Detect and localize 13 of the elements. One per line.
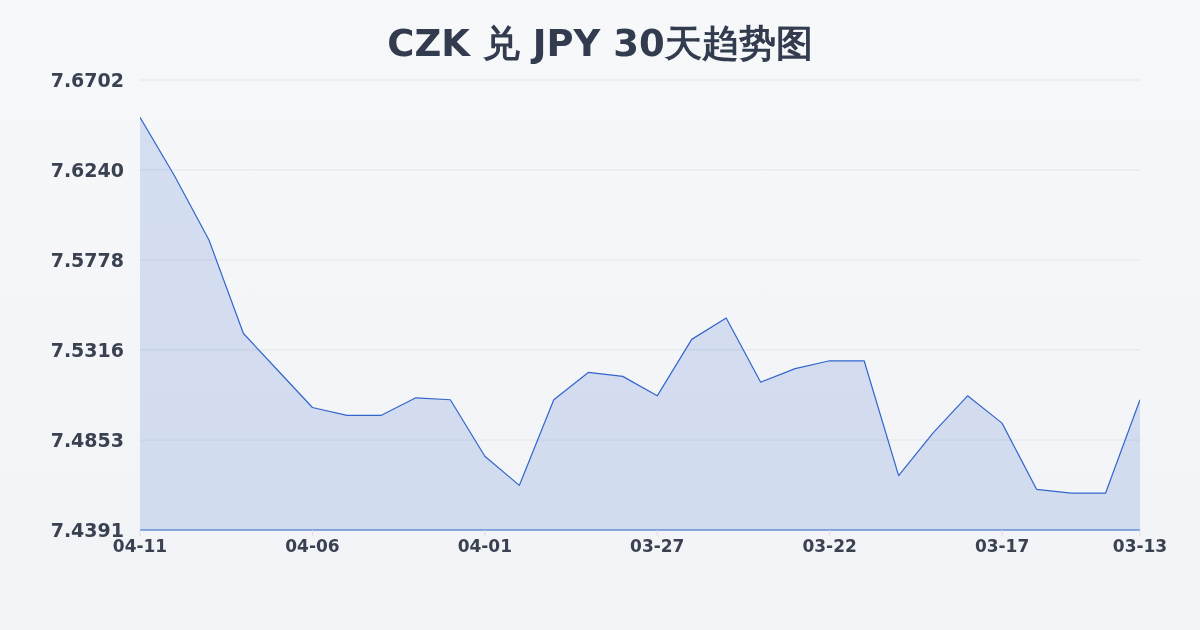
y-tick-label: 7.6702 <box>50 68 124 91</box>
x-tick-label: 03-27 <box>630 536 685 557</box>
y-tick-label: 7.4853 <box>50 428 124 451</box>
y-tick-label: 7.5778 <box>50 248 124 271</box>
chart-title: CZK 兑 JPY 30天趋势图 <box>386 21 814 67</box>
x-tick-label: 03-13 <box>1112 536 1168 557</box>
x-tick-label: 04-11 <box>112 536 168 557</box>
x-tick-label: 03-17 <box>974 536 1030 557</box>
x-tick-label: 04-01 <box>457 536 513 557</box>
y-tick-label: 7.6240 <box>50 158 124 181</box>
y-tick-label: 7.5316 <box>50 338 124 361</box>
x-tick-label: 04-06 <box>285 536 340 557</box>
x-tick-label: 03-22 <box>802 536 857 557</box>
